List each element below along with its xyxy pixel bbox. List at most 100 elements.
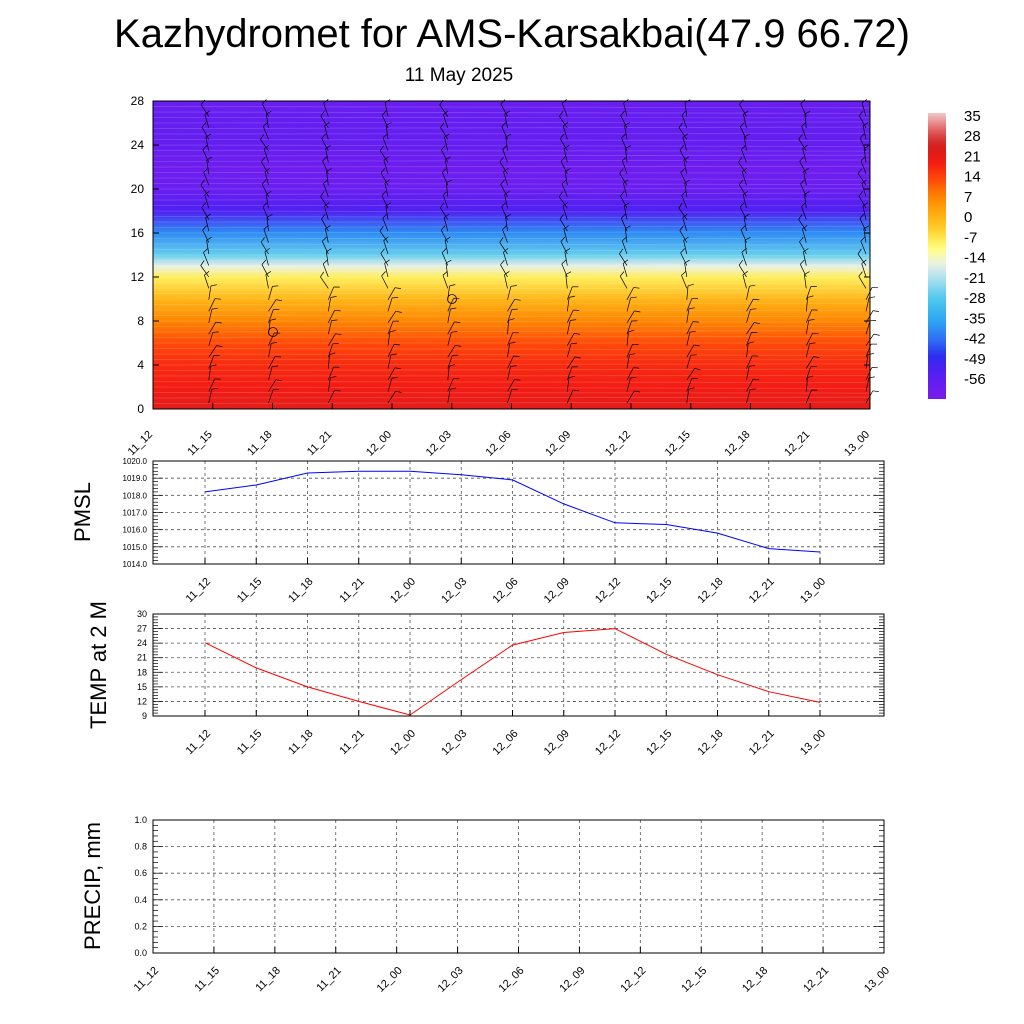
wind-barb xyxy=(380,168,389,186)
wind-barb xyxy=(263,144,270,163)
wind-barb xyxy=(447,364,456,381)
colorbar-label: -14 xyxy=(964,250,986,267)
x-tick-label: 12_06 xyxy=(497,965,527,995)
x-tick-label: 11_18 xyxy=(245,429,275,459)
wind-barb xyxy=(566,295,576,312)
wind-barb xyxy=(626,343,639,358)
colorbar: 35 28 21 14 7 0 -7 -14 -21 -28 -35 -42 -49 -56 xyxy=(928,108,986,399)
wind-barb xyxy=(504,190,510,209)
wind-barb xyxy=(447,284,456,300)
wind-barb xyxy=(559,133,568,151)
wind-barb xyxy=(802,144,808,163)
y-tick-label: 12 xyxy=(137,696,147,706)
isotherm-line xyxy=(152,259,871,261)
colorbar-label: -56 xyxy=(964,371,986,388)
x-tick-label: 12_15 xyxy=(663,429,693,459)
isotherm-line xyxy=(152,315,871,318)
wind-barb xyxy=(739,202,747,220)
wind-barb xyxy=(322,156,329,174)
wind-barb xyxy=(686,330,696,346)
wind-barb xyxy=(501,202,508,220)
wind-barb xyxy=(740,225,747,243)
wind-barb xyxy=(447,307,457,323)
wind-barb xyxy=(507,332,519,346)
wind-barb xyxy=(686,387,695,404)
y-tick-label: 0.0 xyxy=(134,948,147,958)
wind-barb xyxy=(440,202,449,220)
y-tick-label: 21 xyxy=(137,653,147,663)
wind-barb xyxy=(200,260,210,278)
temp-2m-line xyxy=(204,628,821,716)
wind-barb xyxy=(682,133,688,151)
wind-barb xyxy=(679,225,688,243)
wind-barb xyxy=(738,179,747,197)
wind-barb xyxy=(440,225,449,243)
wind-barb xyxy=(686,283,694,300)
x-tick-label: 12_00 xyxy=(375,965,405,995)
isotherm-line xyxy=(152,126,871,129)
isotherm-line xyxy=(152,368,871,371)
x-tick-label: 11_21 xyxy=(337,728,367,758)
y-tick-label: 1015.0 xyxy=(123,543,148,552)
temperature-field xyxy=(153,101,870,409)
wind-barb xyxy=(204,110,210,128)
x-tick-label: 12_18 xyxy=(723,429,753,459)
wind-barb xyxy=(447,387,457,404)
wind-barb xyxy=(321,133,329,151)
wind-barb xyxy=(626,390,641,404)
wind-barb xyxy=(323,179,329,197)
wind-barb xyxy=(205,133,212,151)
colorbar-label: 28 xyxy=(964,128,981,145)
wind-barb xyxy=(621,133,628,151)
wind-barb xyxy=(626,367,640,381)
wind-barb xyxy=(507,285,517,300)
wind-barb xyxy=(443,110,449,129)
x-tick-label: 12_15 xyxy=(644,576,674,606)
wind-barb xyxy=(626,296,637,312)
isotherm-line xyxy=(152,276,871,279)
wind-barb xyxy=(266,214,273,232)
x-tick-label: 11_21 xyxy=(337,576,367,606)
wind-barb xyxy=(387,330,396,346)
wind-barb xyxy=(560,156,568,174)
wind-barb xyxy=(563,225,570,243)
isotherm-line xyxy=(152,139,871,141)
isotherm-line xyxy=(152,210,871,213)
wind-barb xyxy=(201,122,210,140)
wind-barb xyxy=(859,133,867,151)
wind-barb xyxy=(805,356,820,369)
wind-barb xyxy=(382,133,389,151)
colorbar-label: 7 xyxy=(964,189,972,206)
wind-barb xyxy=(857,168,867,186)
wind-barb xyxy=(799,236,807,255)
y-tick-label: 0.8 xyxy=(134,842,147,852)
colorbar-label: -35 xyxy=(964,310,986,327)
wind-barb xyxy=(805,332,819,346)
x-tick-label: 12_03 xyxy=(439,576,469,606)
wind-barb xyxy=(268,379,282,392)
x-tick-label: 11_18 xyxy=(286,728,316,758)
wind-barb xyxy=(503,248,509,266)
isotherm-line xyxy=(152,381,871,383)
wind-barb xyxy=(680,167,688,186)
y-tick-label: 1018.0 xyxy=(123,491,148,500)
wind-barb xyxy=(743,110,749,128)
wind-barb xyxy=(324,122,330,140)
wind-barb xyxy=(202,145,210,163)
wind-barb xyxy=(507,365,517,381)
isotherm-line xyxy=(152,292,871,294)
wind-barb xyxy=(381,110,389,129)
wind-barb xyxy=(744,236,751,255)
wind-barb xyxy=(801,202,807,220)
isotherm-line xyxy=(152,348,871,351)
wind-barb xyxy=(799,259,807,278)
x-tick-label: 11_18 xyxy=(286,576,316,606)
isotherm-line xyxy=(152,216,871,219)
x-tick-label: 12_03 xyxy=(436,965,466,995)
wind-barb xyxy=(621,236,628,255)
wind-barb xyxy=(626,320,638,335)
wind-barb xyxy=(865,390,879,404)
wind-barb xyxy=(563,145,570,163)
x-tick-label: 12_12 xyxy=(593,576,623,606)
